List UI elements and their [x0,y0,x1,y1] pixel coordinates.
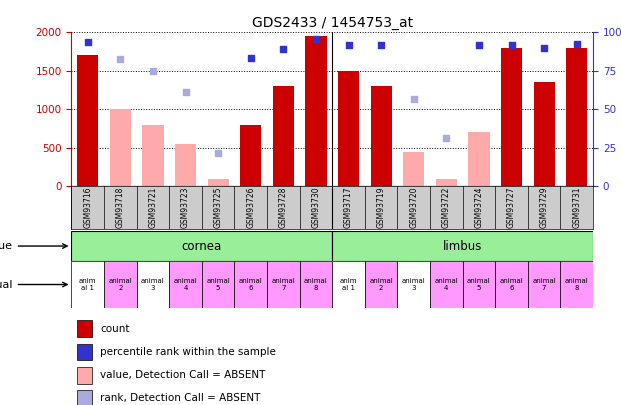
Point [442,134,451,141]
Text: animal
8: animal 8 [565,278,589,291]
Text: GSM93730: GSM93730 [312,187,320,228]
Bar [137,261,169,308]
Text: animal
2: animal 2 [369,278,393,291]
Point [246,55,256,61]
Text: GSM93731: GSM93731 [573,187,581,228]
Bar [430,261,463,308]
Point [409,96,419,102]
Bar [566,48,587,186]
Text: animal
3: animal 3 [402,278,425,291]
Text: animal
4: animal 4 [435,278,458,291]
Bar [273,86,294,186]
Bar [76,320,93,337]
Text: GSM93717: GSM93717 [344,187,353,228]
Text: cornea: cornea [182,239,222,253]
Bar [306,36,327,186]
Bar [338,71,359,186]
Point [376,41,386,48]
Bar [76,390,93,405]
Bar [332,231,593,261]
Text: GSM93722: GSM93722 [442,187,451,228]
Bar [207,179,229,186]
Text: animal
4: animal 4 [174,278,197,291]
Text: percentile rank within the sample: percentile rank within the sample [100,347,276,357]
Bar [397,261,430,308]
Bar [371,86,392,186]
Bar [463,261,496,308]
Text: animal
5: animal 5 [206,278,230,291]
Bar [76,343,93,360]
Point [474,41,484,48]
Point [83,38,93,45]
Bar [175,144,196,186]
Bar [77,55,98,186]
Text: GSM93723: GSM93723 [181,187,190,228]
Point [116,55,125,62]
Bar [560,261,593,308]
Text: animal
3: animal 3 [141,278,165,291]
Text: GSM93727: GSM93727 [507,187,516,228]
Bar [468,132,489,186]
Bar [332,261,365,308]
Text: GSM93726: GSM93726 [247,187,255,228]
Bar [365,261,397,308]
Bar [104,261,137,308]
Text: rank, Detection Call = ABSENT: rank, Detection Call = ABSENT [100,394,260,403]
Title: GDS2433 / 1454753_at: GDS2433 / 1454753_at [252,16,413,30]
Bar [267,261,300,308]
Text: animal
7: animal 7 [532,278,556,291]
Text: animal
5: animal 5 [467,278,491,291]
Point [311,35,321,42]
Point [181,88,191,95]
Text: count: count [100,324,130,334]
Bar [169,261,202,308]
Bar [202,261,234,308]
Bar [496,261,528,308]
Bar [240,125,261,186]
Bar [299,261,332,308]
Text: animal
6: animal 6 [239,278,263,291]
Bar [528,261,560,308]
Text: GSM93729: GSM93729 [540,187,548,228]
Bar [142,125,163,186]
Text: animal
2: animal 2 [109,278,132,291]
Bar [110,109,131,186]
Bar [71,261,104,308]
Text: value, Detection Call = ABSENT: value, Detection Call = ABSENT [100,370,266,380]
Point [539,45,549,51]
Text: tissue: tissue [0,241,67,251]
Text: animal
8: animal 8 [304,278,328,291]
Text: GSM93719: GSM93719 [377,187,386,228]
Text: GSM93721: GSM93721 [148,187,157,228]
Text: anim
al 1: anim al 1 [340,278,357,291]
Bar [76,367,93,384]
Bar [403,151,424,186]
Bar [436,179,457,186]
Bar [71,231,332,261]
Point [278,45,288,52]
Text: GSM93725: GSM93725 [214,187,222,228]
Text: GSM93724: GSM93724 [474,187,483,228]
Text: individual: individual [0,279,67,290]
Text: GSM93718: GSM93718 [116,187,125,228]
Text: anim
al 1: anim al 1 [79,278,96,291]
Point [148,68,158,74]
Point [343,41,353,48]
Point [572,41,582,47]
Bar [533,82,555,186]
Bar [501,48,522,186]
Text: GSM93716: GSM93716 [83,187,92,228]
Text: animal
6: animal 6 [500,278,524,291]
Text: GSM93728: GSM93728 [279,187,288,228]
Text: GSM93720: GSM93720 [409,187,418,228]
Text: animal
7: animal 7 [271,278,295,291]
Point [507,41,517,48]
Point [213,150,223,156]
Text: limbus: limbus [443,239,483,253]
Bar [235,261,267,308]
